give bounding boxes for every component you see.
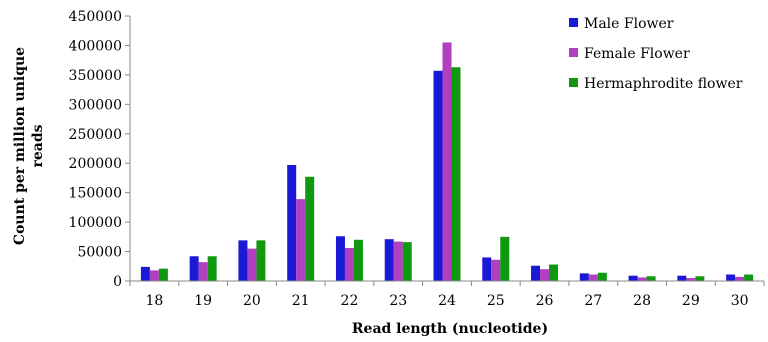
bar xyxy=(540,269,550,281)
bar xyxy=(491,259,501,281)
bar xyxy=(531,265,541,281)
y-tick-label: 200000 xyxy=(69,156,122,172)
legend-swatch xyxy=(569,48,578,57)
bar xyxy=(433,70,443,282)
x-tick-label: 27 xyxy=(584,293,602,309)
legend-swatch xyxy=(569,18,578,27)
bar xyxy=(335,236,345,281)
y-axis-title-line-1-text: Count per million unique xyxy=(12,47,28,245)
bar xyxy=(686,278,696,281)
y-tick-label: 300000 xyxy=(69,97,122,113)
x-tick-label: 26 xyxy=(536,293,554,309)
bar xyxy=(735,276,745,281)
y-axis: 0 50000 100000 150000 200000 250000 300000 3500… xyxy=(69,9,131,290)
bar xyxy=(238,240,248,281)
bar xyxy=(158,268,168,281)
x-tick-label: 25 xyxy=(487,293,505,309)
bar xyxy=(344,248,354,281)
legend-label: Hermaphrodite flower xyxy=(584,76,743,92)
y-tick-label: 450000 xyxy=(69,9,122,25)
y-tick-label: 0 xyxy=(113,274,122,290)
bar xyxy=(549,264,559,281)
x-tick-label: 20 xyxy=(243,293,261,309)
legend-label: Female Flower xyxy=(584,46,690,62)
y-axis-title-line-2-text: reads xyxy=(30,124,46,167)
bar xyxy=(442,42,452,281)
bar xyxy=(579,273,589,281)
bar xyxy=(588,274,598,281)
bar xyxy=(305,176,315,281)
bar xyxy=(482,257,492,281)
y-tick-label: 50000 xyxy=(77,245,122,261)
x-tick-label: 18 xyxy=(145,293,163,309)
bar xyxy=(451,67,461,281)
bar xyxy=(247,248,257,281)
bar xyxy=(500,236,510,281)
bar xyxy=(198,262,208,281)
bar xyxy=(646,276,656,281)
bar xyxy=(726,274,736,281)
bar xyxy=(628,275,638,281)
bar xyxy=(402,242,412,281)
y-tick-label: 100000 xyxy=(69,215,122,231)
bar xyxy=(637,277,647,281)
y-axis-title-line-1: Count per million unique xyxy=(12,47,28,245)
bar xyxy=(287,164,297,281)
bar xyxy=(597,272,607,281)
bar xyxy=(207,256,217,281)
bar xyxy=(384,239,394,281)
bar xyxy=(744,274,754,281)
x-tick-label: 29 xyxy=(682,293,700,309)
x-tick-label: 23 xyxy=(389,293,407,309)
bar xyxy=(189,256,199,281)
x-tick-label: 22 xyxy=(341,293,359,309)
legend-swatch xyxy=(569,78,578,87)
legend: Male Flower Female Flower Hermaphrodite fl… xyxy=(569,16,743,92)
legend-label: Male Flower xyxy=(584,16,674,32)
y-tick-label: 250000 xyxy=(69,127,122,143)
y-tick-label: 350000 xyxy=(69,68,122,84)
bar xyxy=(677,275,687,281)
x-axis: 18 19 20 21 22 23 24 25 26 27 28 29 30 xyxy=(129,280,765,309)
x-tick-label: 21 xyxy=(292,293,310,309)
x-tick-label: 24 xyxy=(438,293,456,309)
bar xyxy=(296,199,306,281)
bar xyxy=(353,239,363,281)
bar xyxy=(149,270,159,281)
y-axis-title-line-2: reads xyxy=(30,124,46,167)
y-tick-label: 400000 xyxy=(69,38,122,54)
y-tick-label: 150000 xyxy=(69,186,122,202)
x-tick-label: 28 xyxy=(633,293,651,309)
x-tick-label: 19 xyxy=(194,293,212,309)
bar xyxy=(140,266,150,281)
bar xyxy=(256,240,266,281)
bar xyxy=(393,241,403,281)
x-axis-title: Read length (nucleotide) xyxy=(352,321,548,337)
plot-area xyxy=(140,42,754,282)
bar xyxy=(695,276,705,281)
x-tick-label: 30 xyxy=(731,293,749,309)
